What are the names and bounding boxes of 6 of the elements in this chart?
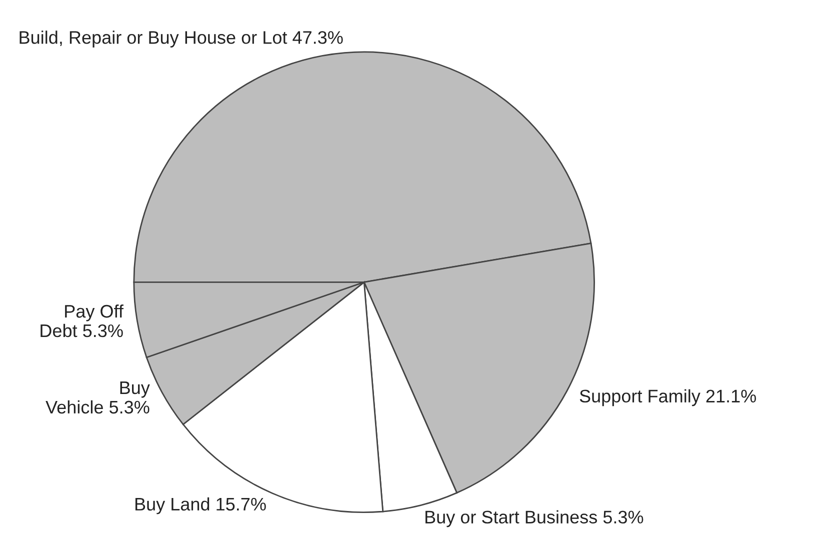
slice-label: Buy Vehicle 5.3% [46, 382, 150, 414]
slice-label: Buy Land 15.7% [135, 497, 266, 514]
slice-label: Buy or Start Business 5.3% [426, 510, 644, 528]
slice-label: Pay Off Debt 5.3% [40, 304, 124, 338]
slice-label: Build, Repair or Buy House or Lot 47.3% [20, 30, 343, 48]
slice-label: Support Family 21.1% [580, 389, 756, 406]
